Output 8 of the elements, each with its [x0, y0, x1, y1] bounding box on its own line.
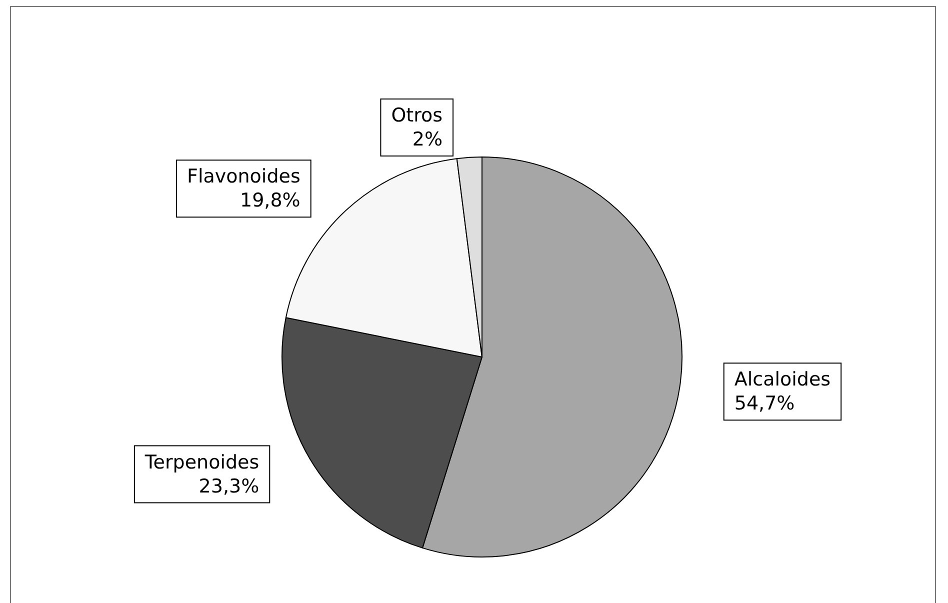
slice-label: Terpenoides — [144, 451, 260, 474]
data-label: 19,8% — [240, 190, 300, 212]
data-label: 23,3% — [198, 475, 260, 498]
data-label: 2% — [412, 128, 443, 150]
data-label: 54,7% — [734, 392, 795, 415]
slice-label: Alcaloides — [734, 368, 831, 391]
slice-label: Otros — [391, 104, 443, 126]
slice-label: Flavonoides — [187, 166, 300, 188]
